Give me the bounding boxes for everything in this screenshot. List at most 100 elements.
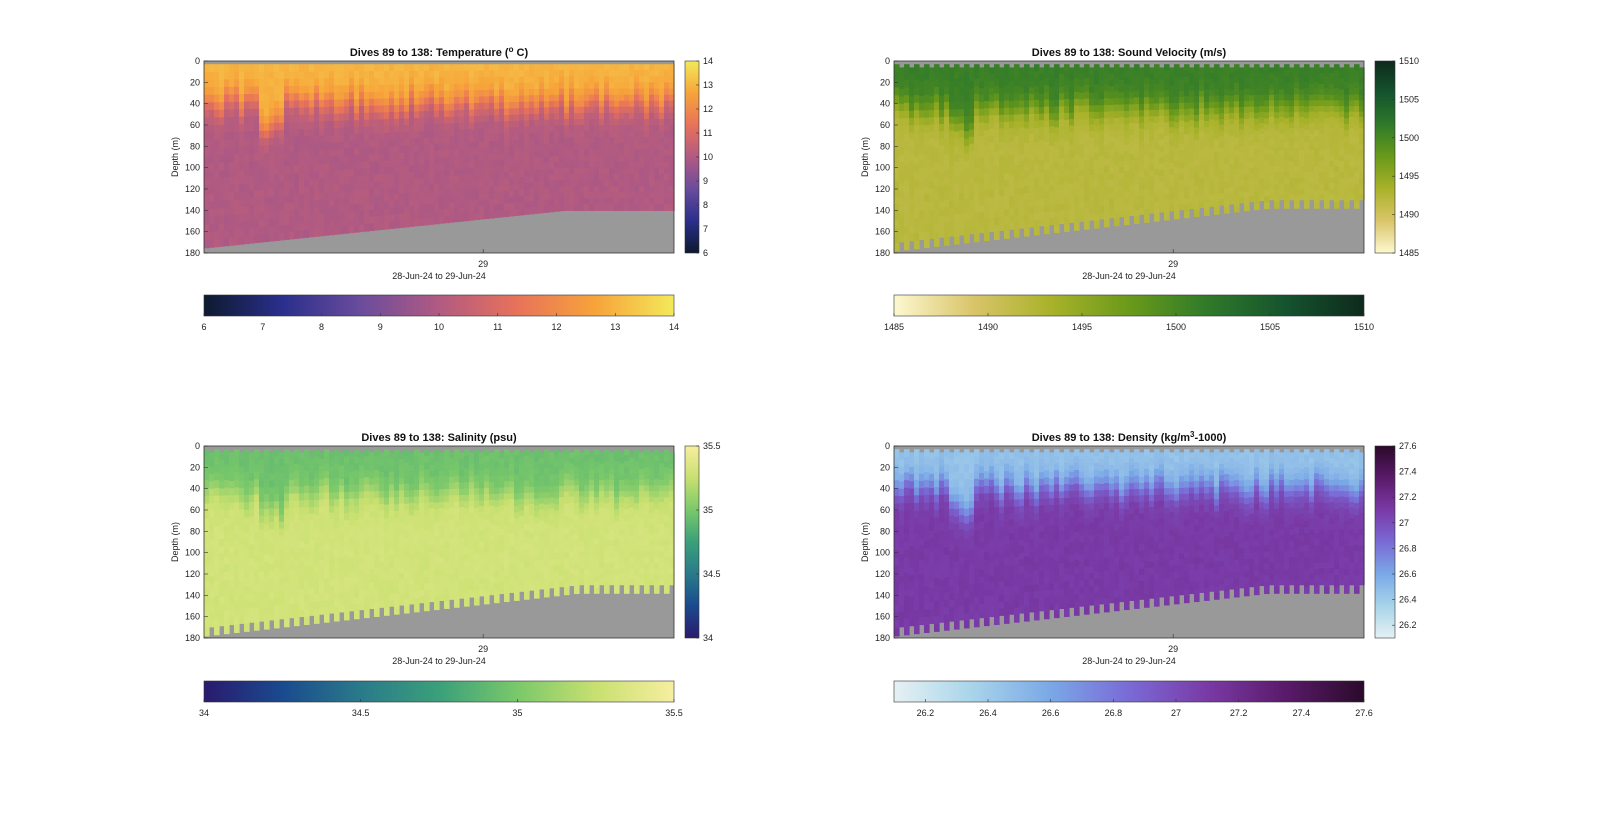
heatmap-cell — [1079, 208, 1085, 216]
heatmap-cell — [1214, 76, 1220, 84]
heatmap-cell — [1059, 86, 1065, 94]
heatmap-cell — [1084, 160, 1090, 168]
heatmap-cell — [274, 188, 280, 197]
heatmap-cell — [969, 212, 975, 221]
heatmap-cell — [1319, 150, 1325, 157]
heatmap-cell — [649, 161, 655, 169]
heatmap-cell — [1234, 70, 1240, 78]
heatmap-cell — [914, 202, 920, 211]
heatmap-cell — [1259, 67, 1265, 74]
heatmap-cell — [654, 64, 660, 71]
heatmap-cell — [464, 103, 470, 111]
heatmap-cell — [1159, 199, 1165, 207]
heatmap-cell — [1079, 169, 1085, 177]
heatmap-cell — [1349, 188, 1355, 195]
heatmap-cell — [1029, 93, 1035, 102]
heatmap-cell — [1194, 114, 1200, 122]
heatmap-cell — [594, 112, 600, 120]
heatmap-cell — [664, 192, 670, 199]
heatmap-cell — [659, 173, 665, 181]
heatmap-cell — [634, 82, 640, 90]
heatmap-cell — [279, 181, 285, 190]
heatmap-cell — [229, 559, 235, 568]
heatmap-cell — [429, 70, 435, 79]
heatmap-cell — [1109, 205, 1115, 213]
heatmap-cell — [1169, 180, 1175, 188]
heatmap-cell — [369, 154, 375, 162]
heatmap-cell — [1194, 64, 1200, 72]
heatmap-cell — [314, 157, 320, 166]
heatmap-cell — [1309, 105, 1315, 113]
heatmap-cell — [1129, 67, 1135, 75]
heatmap-cell — [1244, 167, 1250, 175]
heatmap-cell — [954, 139, 960, 148]
heatmap-cell — [1164, 206, 1170, 215]
heatmap-cell — [494, 159, 500, 167]
heatmap-cell — [1334, 106, 1340, 113]
heatmap-cell — [1314, 190, 1320, 197]
heatmap-cell — [1124, 211, 1130, 219]
heatmap-cell — [659, 149, 665, 157]
heatmap-cell — [669, 149, 675, 157]
heatmap-cell — [214, 140, 220, 149]
heatmap-cell — [499, 64, 505, 72]
heatmap-cell — [359, 92, 365, 100]
heatmap-cell — [419, 171, 425, 179]
heatmap-cell — [549, 82, 555, 90]
heatmap-cell — [1109, 111, 1115, 119]
heatmap-cell — [1074, 140, 1080, 148]
heatmap-cell — [1049, 126, 1055, 134]
heatmap-cell — [384, 208, 390, 216]
heatmap-cell — [1264, 76, 1270, 83]
heatmap-cell — [1359, 105, 1365, 113]
heatmap-cell — [649, 185, 655, 193]
heatmap-cell — [1344, 148, 1350, 155]
heatmap-cell — [649, 155, 655, 163]
heatmap-cell — [469, 135, 475, 143]
heatmap-cell — [439, 103, 445, 112]
heatmap-cell — [954, 214, 960, 223]
heatmap-cell — [574, 76, 580, 84]
heatmap-cell — [1349, 89, 1355, 96]
heatmap-cell — [329, 142, 335, 151]
heatmap-cell — [979, 108, 985, 117]
heatmap-cell — [434, 190, 440, 198]
heatmap-cell — [964, 86, 970, 95]
heatmap-cell — [254, 592, 260, 601]
colorbar-tick-label: 1505 — [1399, 94, 1419, 104]
heatmap-cell — [214, 557, 220, 566]
heatmap-cell — [1189, 67, 1195, 74]
heatmap-cell — [389, 64, 395, 72]
heatmap-cell — [914, 141, 920, 150]
heatmap-cell — [1004, 143, 1010, 152]
heatmap-cell — [1189, 114, 1195, 121]
heatmap-cell — [259, 219, 265, 228]
heatmap-cell — [1069, 119, 1075, 127]
heatmap-cell — [214, 603, 220, 613]
heatmap-cell — [1259, 189, 1265, 196]
heatmap-cell — [1324, 70, 1330, 77]
heatmap-cell — [239, 146, 245, 155]
heatmap-cell — [1159, 73, 1165, 81]
heatmap-cell — [899, 140, 905, 148]
heatmap-cell — [409, 158, 415, 167]
heatmap-cell — [494, 172, 500, 180]
horizontal-colorbar — [203, 294, 675, 317]
heatmap-cell — [1359, 67, 1365, 74]
heatmap-cell — [414, 151, 420, 160]
heatmap-cell — [364, 189, 370, 197]
heatmap-cell — [589, 131, 595, 138]
heatmap-cell — [949, 116, 955, 125]
heatmap-cell — [609, 185, 615, 193]
heatmap-cell — [449, 162, 455, 171]
heatmap-cell — [954, 79, 960, 88]
heatmap-cell — [594, 149, 600, 157]
heatmap-cell — [1024, 185, 1030, 194]
heatmap-cell — [234, 116, 240, 125]
heatmap-cell — [919, 160, 925, 169]
heatmap-cell — [1349, 94, 1355, 102]
heatmap-cell — [484, 128, 490, 136]
heatmap-cell — [1279, 177, 1285, 184]
heatmap-cell — [1169, 97, 1175, 104]
heatmap-cell — [919, 182, 925, 190]
